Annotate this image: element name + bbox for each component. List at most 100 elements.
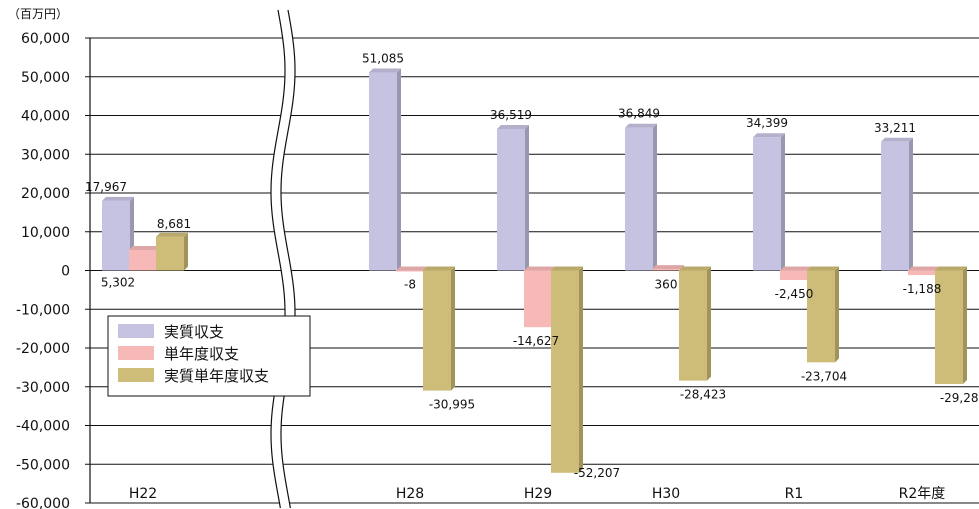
data-label: 5,302 (101, 276, 135, 290)
bar-front (935, 270, 963, 384)
bar-top (753, 133, 785, 138)
bar-front (780, 270, 808, 280)
bar-実質収支-H30 (625, 123, 657, 271)
bar-top (935, 266, 967, 271)
data-label: -8 (404, 278, 416, 292)
y-tick-label: -50,000 (16, 457, 70, 473)
axis-break (270, 9, 296, 509)
y-tick-label: -60,000 (16, 496, 70, 509)
bar-top (423, 266, 455, 271)
bar-実質単年度収支-H29 (551, 266, 583, 473)
data-label: -23,704 (801, 369, 847, 383)
data-label: 36,849 (618, 107, 660, 121)
bar-単年度収支-H30 (652, 265, 684, 271)
bar-実質単年度収支-H22 (156, 232, 188, 271)
data-label: -30,995 (429, 398, 475, 412)
bar-side (184, 232, 188, 271)
bar-front (652, 269, 680, 271)
bar-実質収支-H22 (102, 196, 134, 271)
y-tick-label: 10,000 (21, 225, 70, 241)
bar-front (625, 127, 653, 271)
data-label: -28,423 (680, 388, 726, 402)
legend-swatch (118, 368, 154, 382)
bar-実質収支-R2年度 (881, 137, 913, 271)
bar-top (497, 124, 529, 129)
bar-side (909, 137, 913, 271)
legend-swatch (118, 346, 154, 360)
y-axis-ticks: 60,000 50,000 40,000 30,000 20,000 10,000 0 -10… (16, 31, 90, 509)
bar-top (156, 232, 188, 237)
bars (102, 68, 967, 473)
y-tick-label: -40,000 (16, 419, 70, 435)
bar-front (551, 270, 579, 473)
bar-top (396, 266, 428, 271)
data-label: 36,519 (490, 108, 532, 122)
data-label: 33,211 (874, 121, 916, 135)
bar-front (753, 137, 781, 271)
bar-front (497, 128, 525, 271)
bar-side (835, 266, 839, 363)
bar-top (102, 196, 134, 201)
bar-side (781, 133, 785, 271)
bar-side (653, 123, 657, 271)
bar-top (369, 68, 401, 73)
bar-top (129, 245, 161, 250)
data-label: 51,085 (362, 52, 404, 66)
x-category-label: H29 (524, 486, 552, 502)
bar-front (423, 270, 451, 391)
bar-top (625, 123, 657, 128)
bar-side (707, 266, 711, 381)
axis-break-line (270, 9, 286, 509)
legend-label: 実質収支 (164, 323, 224, 341)
data-label: -14,627 (513, 334, 559, 348)
bar-top (807, 266, 839, 271)
bar-front (881, 141, 909, 271)
bar-top (780, 266, 812, 271)
bar-front (129, 249, 157, 271)
data-label: -1,188 (903, 282, 942, 296)
bar-top (679, 266, 711, 271)
legend-swatch (118, 324, 154, 338)
axis-break-gap (271, 10, 295, 508)
bar-top (551, 266, 583, 271)
bar-side (451, 266, 455, 391)
data-label: -52,207 (574, 466, 620, 480)
bar-front (679, 270, 707, 381)
bar-top (908, 266, 940, 271)
legend-label: 実質単年度収支 (164, 367, 269, 385)
bar-top (524, 266, 556, 271)
bar-実質収支-R1 (753, 133, 785, 271)
bar-実質単年度収支-R2年度 (935, 266, 967, 384)
y-tick-label: 30,000 (21, 147, 70, 163)
bar-実質単年度収支-H30 (679, 266, 711, 381)
bar-front (156, 236, 184, 271)
y-tick-label: 50,000 (21, 70, 70, 86)
x-category-label: R1 (785, 486, 804, 502)
data-label: 360 (655, 278, 678, 292)
bar-side (525, 124, 529, 271)
y-tick-label: 20,000 (21, 186, 70, 202)
y-tick-label: 40,000 (21, 109, 70, 125)
bar-top (881, 137, 913, 142)
bar-front (396, 270, 424, 272)
bar-front (524, 270, 552, 328)
y-axis-unit-label: （百万円） (8, 7, 68, 21)
data-label: -29,282 (940, 391, 979, 405)
axis-break-line (280, 9, 296, 509)
bar-side (963, 266, 967, 384)
bar-side (579, 266, 583, 473)
bar-side (397, 68, 401, 271)
bar-front (807, 270, 835, 363)
bar-実質収支-H29 (497, 124, 529, 271)
bar-実質単年度収支-H28 (423, 266, 455, 391)
x-axis-categories: H22 H28 H29 H30 R1 R2年度 (129, 486, 945, 502)
bar-front (908, 270, 936, 276)
bar-front (369, 72, 397, 271)
y-tick-label: 60,000 (21, 31, 70, 47)
data-label: 17,967 (85, 180, 127, 194)
y-tick-label: -20,000 (16, 341, 70, 357)
data-labels: 17,967 51,085 36,519 36,849 34,399 33,211 5,30… (85, 52, 979, 480)
x-category-label: H22 (129, 486, 157, 502)
